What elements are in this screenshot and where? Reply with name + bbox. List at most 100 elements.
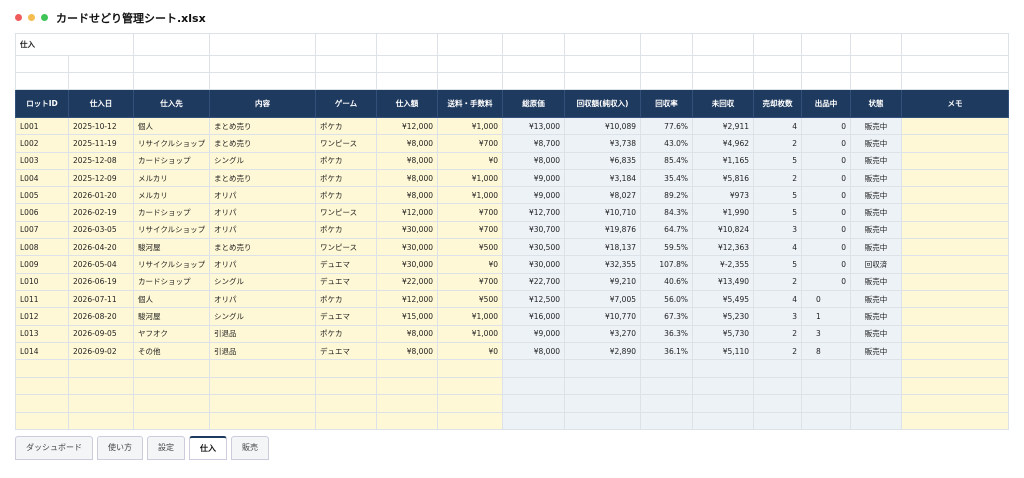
cell: 84.3% xyxy=(640,203,693,222)
cell: ¥10,824 xyxy=(692,220,754,240)
sheet-tab[interactable]: 使い方 xyxy=(97,436,143,460)
cell xyxy=(564,55,641,73)
cell: 8 xyxy=(801,341,851,361)
cell xyxy=(901,33,1009,56)
cell: 2025-12-08 xyxy=(68,151,134,170)
row xyxy=(15,376,1009,396)
cell: シングル xyxy=(209,307,316,326)
cell: 販売中 xyxy=(850,289,902,309)
cell xyxy=(376,411,438,431)
column-header: 状態 xyxy=(850,89,902,118)
cell: L004 xyxy=(15,168,69,188)
cell xyxy=(692,55,754,73)
cell xyxy=(850,394,902,413)
sheet-tab[interactable]: 設定 xyxy=(147,436,185,460)
cell xyxy=(901,376,1009,396)
cell: メルカリ xyxy=(133,186,210,205)
cell: ¥1,990 xyxy=(692,203,754,222)
data-row: L010 2026-06-19 カードショップ シングル デュエマ ¥22,000 ¥700… xyxy=(15,272,1009,291)
cell xyxy=(133,376,210,396)
cell xyxy=(437,359,503,378)
cell: 販売中 xyxy=(850,116,902,136)
cell xyxy=(901,411,1009,431)
cell: L008 xyxy=(15,238,69,257)
sheet-tab[interactable]: 仕入 xyxy=(189,436,227,460)
maximize-button[interactable] xyxy=(41,14,48,21)
cell: 5 xyxy=(753,255,802,274)
cell: 2026-07-11 xyxy=(68,289,134,309)
cell: ¥5,230 xyxy=(692,307,754,326)
cell xyxy=(901,186,1009,205)
cell: ¥10,770 xyxy=(564,307,641,326)
cell: ¥5,816 xyxy=(692,168,754,188)
cell xyxy=(901,289,1009,309)
cell: ¥22,000 xyxy=(376,272,438,291)
cell: ¥9,210 xyxy=(564,272,641,291)
cell: 5 xyxy=(753,203,802,222)
cell: ¥1,165 xyxy=(692,151,754,170)
cell: ¥30,000 xyxy=(502,255,565,274)
cell: 販売中 xyxy=(850,220,902,240)
sheet-tab[interactable]: 販売 xyxy=(231,436,269,460)
cell: 2026-01-20 xyxy=(68,186,134,205)
cell xyxy=(502,72,565,90)
cell: ¥3,738 xyxy=(564,134,641,153)
cell: 2 xyxy=(753,168,802,188)
cell: ¥22,700 xyxy=(502,272,565,291)
cell xyxy=(209,72,316,90)
cell xyxy=(502,376,565,396)
cell: ¥30,000 xyxy=(376,238,438,257)
cell xyxy=(753,376,802,396)
cell: 0 xyxy=(801,134,851,153)
cell: ¥8,000 xyxy=(376,168,438,188)
column-header: 内容 xyxy=(209,89,316,118)
cell: ¥1,000 xyxy=(437,168,503,188)
cell xyxy=(850,55,902,73)
cell: ¥8,000 xyxy=(376,324,438,343)
cell: 個人 xyxy=(133,289,210,309)
data-row: L005 2026-01-20 メルカリ オリパ ポケカ ¥8,000 ¥1,000 ¥9,0… xyxy=(15,186,1009,205)
cell: ワンピース xyxy=(315,203,377,222)
cell xyxy=(376,55,438,73)
cell: 0 xyxy=(801,272,851,291)
cell xyxy=(753,394,802,413)
cell: ¥10,089 xyxy=(564,116,641,136)
cell: 2 xyxy=(753,341,802,361)
cell xyxy=(692,411,754,431)
minimize-button[interactable] xyxy=(28,14,35,21)
cell: 2 xyxy=(753,134,802,153)
cell: ¥3,270 xyxy=(564,324,641,343)
cell xyxy=(801,376,851,396)
cell xyxy=(437,55,503,73)
data-row: L013 2026-09-05 ヤフオク 引退品 ポケカ ¥8,000 ¥1,000 ¥9,0… xyxy=(15,324,1009,343)
row xyxy=(15,411,1009,431)
column-header: 回収率 xyxy=(640,89,693,118)
cell: ¥3,184 xyxy=(564,168,641,188)
cell: ¥8,027 xyxy=(564,186,641,205)
cell: デュエマ xyxy=(315,255,377,274)
cell: ポケカ xyxy=(315,220,377,240)
cell xyxy=(376,33,438,56)
cell: ¥18,137 xyxy=(564,238,641,257)
cell: ¥12,363 xyxy=(692,238,754,257)
cell xyxy=(133,394,210,413)
cell: 5 xyxy=(753,186,802,205)
cell: オリパ xyxy=(209,186,316,205)
cell: ¥2,890 xyxy=(564,341,641,361)
cell: オリパ xyxy=(209,289,316,309)
cell xyxy=(850,359,902,378)
cell: ¥973 xyxy=(692,186,754,205)
sheet-tab[interactable]: ダッシュボード xyxy=(15,436,93,460)
cell: 回収済 xyxy=(850,255,902,274)
cell: ¥1,000 xyxy=(437,324,503,343)
cell: 67.3% xyxy=(640,307,693,326)
cell: 85.4% xyxy=(640,151,693,170)
cell xyxy=(640,376,693,396)
cell xyxy=(564,359,641,378)
cell xyxy=(315,376,377,396)
data-row: L011 2026-07-11 個人 オリパ ポケカ ¥12,000 ¥500 ¥12,500… xyxy=(15,289,1009,309)
close-button[interactable] xyxy=(15,14,22,21)
cell: 2 xyxy=(753,272,802,291)
cell: ¥0 xyxy=(437,255,503,274)
cell: 個人 xyxy=(133,116,210,136)
